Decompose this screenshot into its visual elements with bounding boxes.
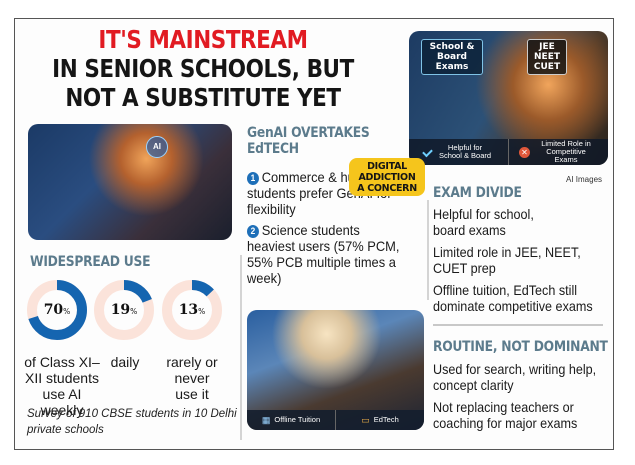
donut-caption-weekly: of Class XI– XII students use AI weekly <box>24 354 100 418</box>
image-caption-bar: Helpful for School & Board ✕ Limited Rol… <box>409 139 608 165</box>
digital-addiction-sticker: DIGITAL ADDICTION A CONCERN <box>349 158 425 196</box>
image-credit: AI Images <box>566 175 603 184</box>
headline-line-3: NOT A SUBSTITUTE YET <box>65 83 341 112</box>
checkmark-icon <box>422 146 433 158</box>
headline-line-2: IN SENIOR SCHOOLS, BUT <box>52 54 354 83</box>
column-divider <box>240 255 242 440</box>
sign-jee-neet-cuet: JEE NEET CUET <box>527 39 567 75</box>
list-item: Limited role in JEE, NEET, CUET prep <box>433 244 581 276</box>
list-item: 2 Science students heaviest users (57% PC… <box>247 222 400 286</box>
image-caption-bar: ▦ Offline Tuition ▭ EdTech <box>247 410 424 430</box>
classroom-icon: ▦ <box>261 415 271 425</box>
donut-caption-daily: daily <box>110 354 140 370</box>
sign-school-board-exams: School & Board Exams <box>421 39 483 75</box>
edtech-caption: ▭ EdTech <box>335 410 424 430</box>
list-item: Not replacing teachers or coaching for ma… <box>433 399 578 431</box>
helpful-caption: Helpful for School & Board <box>409 139 508 165</box>
cross-icon: ✕ <box>519 146 530 158</box>
number-2-icon: 2 <box>247 225 259 238</box>
genai-list: 1 Commerce & humanities students prefer G… <box>247 169 417 291</box>
donut-ring-icon <box>162 280 222 340</box>
donut-caption-rarely: rarely or never use it <box>166 354 218 402</box>
headline-line-1: IT'S MAINSTREAM <box>98 25 308 54</box>
list-item: Offline tuition, EdTech still dominate co… <box>433 282 593 314</box>
laptop-icon: ▭ <box>361 415 370 425</box>
exam-divide-illustration: School & Board Exams JEE NEET CUET Helpf… <box>409 31 608 165</box>
donut-chart-daily: 19% <box>93 279 155 341</box>
limited-caption: ✕ Limited Role in Competitive Exams <box>508 139 608 165</box>
tuition-vs-edtech-illustration: ▦ Offline Tuition ▭ EdTech <box>247 310 424 430</box>
routine-heading: ROUTINE, NOT DOMINANT <box>433 339 608 355</box>
donut-chart-weekly: 70% <box>26 279 88 341</box>
list-item: Used for search, writing help, concept cl… <box>433 361 597 393</box>
donut-ring-icon <box>27 280 87 340</box>
number-1-icon: 1 <box>247 172 259 185</box>
section-divider <box>433 324 603 326</box>
donut-chart-rarely: 13% <box>161 279 223 341</box>
genai-heading: GenAI OVERTAKES EdTECH <box>247 125 370 157</box>
exam-divide-heading: EXAM DIVIDE <box>433 185 522 201</box>
donut-ring-icon <box>94 280 154 340</box>
column-divider <box>427 200 429 300</box>
list-item: Helpful for school, board exams <box>433 206 534 238</box>
routine-list: Used for search, writing help, concept cl… <box>433 361 613 437</box>
headline: IT'S MAINSTREAM IN SENIOR SCHOOLS, BUT N… <box>18 25 388 112</box>
widespread-heading: WIDESPREAD USE <box>30 254 151 270</box>
students-with-ai-illustration: AI <box>28 124 232 240</box>
offline-tuition-caption: ▦ Offline Tuition <box>261 415 321 425</box>
survey-note: Survey of 910 CBSE students in 10 Delhi … <box>27 408 237 436</box>
exam-divide-list: Helpful for school, board exams Limited r… <box>433 206 613 320</box>
ai-badge-icon: AI <box>146 136 168 158</box>
